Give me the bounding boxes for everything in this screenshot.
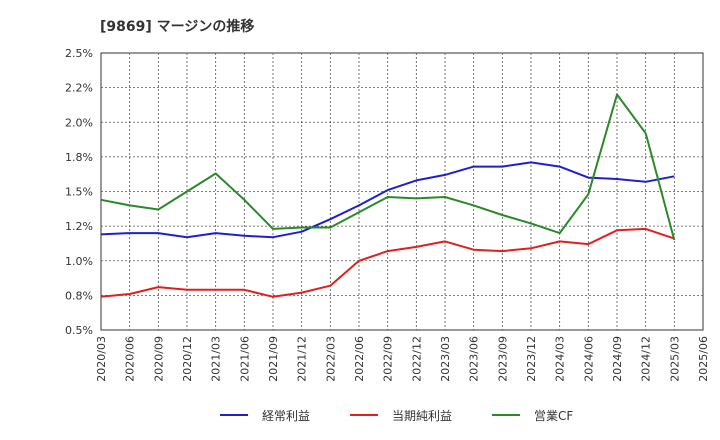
x-tick-label: 2020/03	[95, 336, 108, 382]
y-axis: 2.5% 2.2% 2.0% 1.8% 1.5% 1.2% 1.0% 0.8% 0.5%	[65, 47, 93, 337]
x-tick-label: 2024/06	[582, 336, 595, 382]
series-line-3	[100, 93, 676, 241]
y-tick-label: 1.8%	[65, 151, 93, 164]
y-tick-label: 2.5%	[65, 47, 93, 60]
legend-label-3: 営業CF	[534, 409, 573, 423]
x-tick-label: 2021/12	[296, 336, 309, 382]
y-tick-label: 0.8%	[65, 289, 93, 302]
series-line-2	[100, 227, 675, 298]
x-axis: 2020/03 2020/06 2020/09 2020/12 2021/03 2021/…	[95, 336, 710, 382]
x-tick-label: 2022/09	[382, 336, 395, 382]
x-tick-label: 2024/03	[554, 336, 567, 382]
chart-title: [9869] マージンの推移	[100, 18, 254, 35]
x-tick-label: 2025/06	[697, 336, 710, 382]
y-tick-label: 1.0%	[65, 255, 93, 268]
x-tick-label: 2024/12	[640, 336, 653, 382]
x-tick-label: 2020/06	[124, 336, 137, 382]
y-tick-label: 0.5%	[65, 324, 93, 337]
x-tick-label: 2023/12	[525, 336, 538, 382]
grid	[100, 52, 704, 331]
x-tick-label: 2025/03	[668, 336, 681, 382]
x-tick-label: 2021/03	[210, 336, 223, 382]
x-tick-label: 2020/09	[152, 336, 165, 382]
x-tick-label: 2022/03	[324, 336, 337, 382]
legend-label-2: 当期純利益	[392, 409, 452, 423]
x-tick-label: 2022/12	[410, 336, 423, 382]
x-tick-label: 2020/12	[181, 336, 194, 382]
x-tick-label: 2023/06	[468, 336, 481, 382]
y-tick-label: 1.5%	[65, 186, 93, 199]
legend-label-1: 経常利益	[262, 409, 310, 423]
x-tick-label: 2021/09	[267, 336, 280, 382]
y-tick-label: 2.2%	[65, 82, 93, 95]
x-tick-label: 2023/09	[496, 336, 509, 382]
x-tick-label: 2021/06	[238, 336, 251, 382]
x-tick-label: 2022/06	[353, 336, 366, 382]
x-tick-label: 2024/09	[611, 336, 624, 382]
y-tick-label: 2.0%	[65, 116, 93, 129]
series-line-1	[100, 161, 675, 239]
series-lines	[100, 93, 676, 298]
x-tick-label: 2023/03	[439, 336, 452, 382]
legend: 経常利益 当期純利益 営業CF	[220, 409, 573, 423]
y-tick-label: 1.2%	[65, 220, 93, 233]
